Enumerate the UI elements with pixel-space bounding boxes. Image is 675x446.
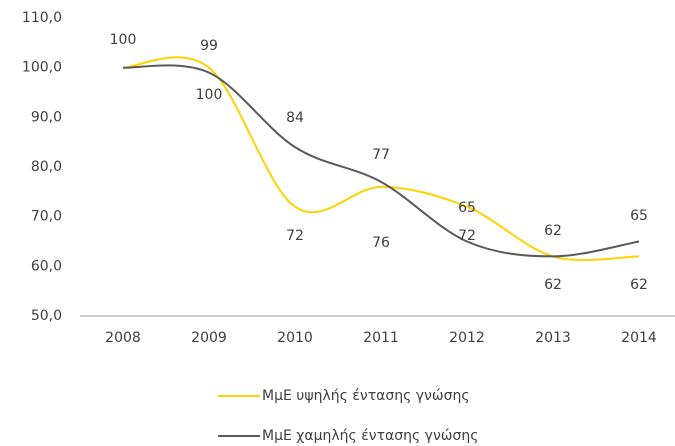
data-label: 62	[544, 277, 562, 293]
data-label: 99	[200, 38, 218, 54]
data-label: 100	[110, 32, 137, 48]
data-label: 72	[286, 228, 304, 244]
x-tick-label: 2012	[449, 330, 485, 346]
data-label: 100	[196, 87, 223, 103]
y-tick-label: 110,0	[22, 10, 62, 26]
data-label: 65	[630, 208, 648, 224]
data-label: 62	[544, 223, 562, 239]
y-tick-label: 100,0	[22, 60, 62, 76]
data-label: 65	[458, 200, 476, 216]
y-tick-label: 50,0	[31, 308, 62, 324]
y-tick-label: 60,0	[31, 258, 62, 274]
x-tick-label: 2010	[277, 330, 313, 346]
x-tick-label: 2009	[191, 330, 227, 346]
x-tick-label: 2011	[363, 330, 399, 346]
y-tick-label: 90,0	[31, 109, 62, 125]
x-tick-label: 2013	[535, 330, 571, 346]
data-label: 84	[286, 110, 304, 126]
data-label: 77	[372, 147, 390, 163]
x-tick-label: 2008	[105, 330, 141, 346]
series-line	[122, 64, 640, 258]
data-label: 62	[630, 277, 648, 293]
x-tick-label: 2014	[621, 330, 657, 346]
y-tick-label: 80,0	[31, 159, 62, 175]
y-tick-label: 70,0	[31, 209, 62, 225]
data-label: 72	[458, 228, 476, 244]
legend-label: ΜμΕ υψηλής έντασης γνώσης	[262, 388, 470, 404]
legend-label: ΜμΕ χαμηλής έντασης γνώσης	[262, 428, 478, 444]
data-label: 76	[372, 235, 390, 251]
